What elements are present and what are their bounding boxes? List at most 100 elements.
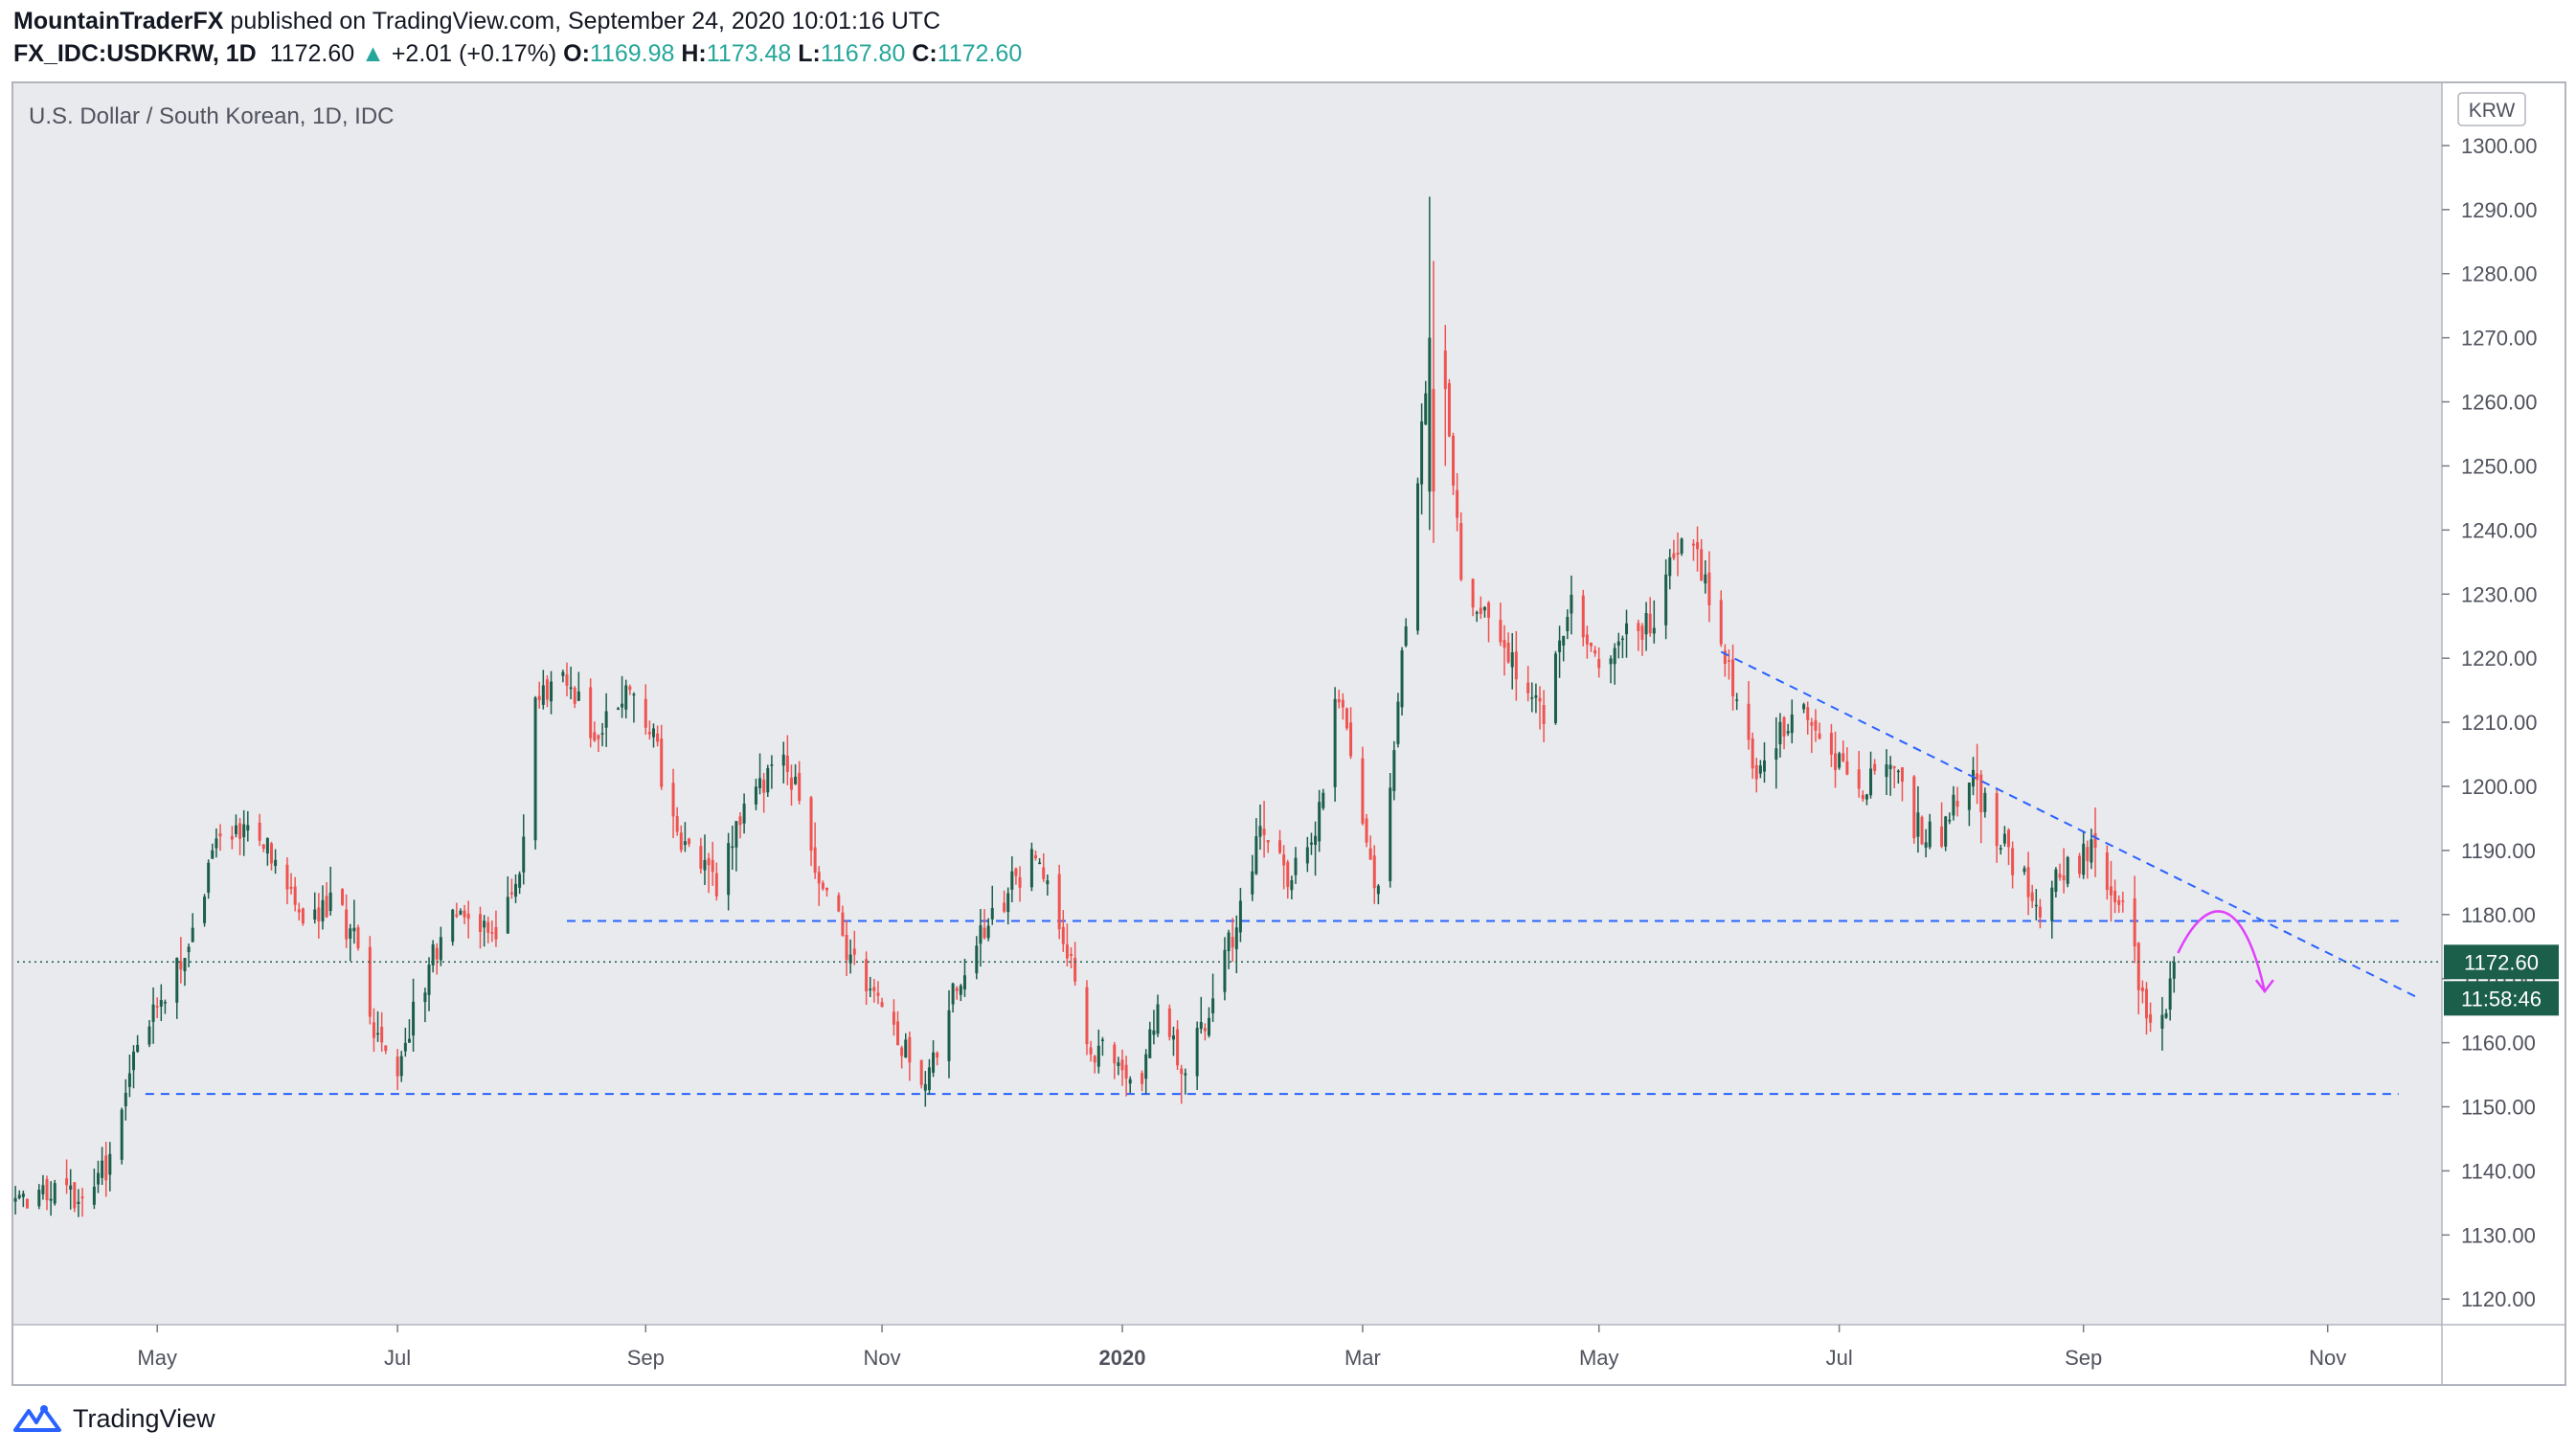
candle (1141, 1070, 1144, 1092)
candle-body (537, 695, 541, 701)
candle (2136, 942, 2140, 1014)
candle-body (738, 816, 742, 826)
candle (1113, 1041, 1117, 1079)
candle (2082, 831, 2086, 879)
candle (1038, 857, 1042, 865)
candle (1806, 701, 1810, 735)
candle-body (25, 1198, 29, 1209)
candle (2109, 860, 2113, 922)
candle (269, 841, 273, 871)
candle-body (1471, 579, 1475, 608)
candle-body (2038, 906, 2042, 918)
candle (825, 887, 828, 897)
candle-body (341, 889, 345, 905)
candle-body (1096, 1045, 1100, 1067)
footer-brand[interactable]: TradingView (73, 1403, 215, 1433)
candle (293, 876, 297, 912)
candle-body (1003, 902, 1006, 912)
candle-body (644, 698, 647, 728)
candle (927, 1058, 931, 1095)
candle (53, 1179, 56, 1206)
candle-body (1912, 776, 1916, 839)
candle (1314, 821, 1318, 876)
candle (541, 670, 545, 710)
candle-body (1475, 612, 1479, 614)
candle-body (1534, 695, 1538, 698)
candle (1266, 840, 1270, 853)
candle (1976, 743, 1979, 805)
candle-body (1696, 542, 1700, 550)
candle (1668, 549, 1672, 590)
candle-body (1538, 697, 1542, 702)
candle (1294, 847, 1298, 884)
candle-body (742, 804, 746, 824)
candle (1758, 760, 1762, 779)
candle (675, 807, 679, 836)
candle-body (463, 910, 466, 918)
candle-body (1857, 769, 1861, 789)
candle-body (1113, 1044, 1117, 1064)
tradingview-logo-icon[interactable] (13, 1401, 63, 1436)
candle (699, 837, 703, 874)
candle (486, 916, 490, 943)
candle-body (1432, 389, 1435, 492)
candle-body (147, 1026, 151, 1045)
currency-badge-box[interactable] (2457, 92, 2526, 126)
author-name[interactable]: MountainTraderFX (13, 8, 224, 34)
candle-body (423, 992, 427, 1003)
x-tick-label: Mar (1344, 1346, 1381, 1370)
candle-body (1479, 607, 1482, 614)
projection-curve[interactable] (2177, 910, 2267, 992)
candle (274, 849, 278, 875)
candle-body (1333, 698, 1337, 787)
candle-body (159, 1000, 163, 1007)
candle-body (1790, 714, 1794, 734)
footer: TradingView (13, 1401, 215, 1436)
candle-body (2113, 890, 2117, 903)
candle-body (506, 897, 509, 934)
candle-body (1999, 848, 2002, 851)
candle-body (1562, 635, 1566, 646)
candle-body (983, 927, 986, 939)
downtrend-line[interactable] (1720, 650, 2419, 999)
candle-body (1238, 900, 1242, 933)
candle-body (1286, 862, 1290, 888)
candle-body (990, 908, 994, 920)
candle-body (770, 764, 774, 766)
candle-body (671, 783, 675, 817)
candle (439, 926, 442, 966)
candle (2160, 996, 2164, 1051)
chart-container[interactable]: 1120.001130.001140.001150.001160.001170.… (10, 81, 2566, 1386)
symbol-name[interactable]: FX_IDC:USDKRW, 1D (13, 40, 257, 67)
candle (1416, 477, 1420, 635)
y-tick-label: 1150.00 (2461, 1096, 2536, 1120)
candle (1124, 1056, 1128, 1097)
candle (1888, 756, 1892, 796)
candle (1006, 887, 1010, 925)
candle-body (384, 1045, 388, 1052)
candle-body (1029, 849, 1033, 888)
candle (372, 1008, 375, 1053)
candle-body (1148, 1029, 1152, 1058)
candle (297, 902, 301, 920)
candle (1589, 642, 1593, 652)
candle-body (1944, 816, 1948, 847)
currency-badge[interactable]: KRW (2469, 100, 2516, 122)
candle-body (1838, 753, 1842, 768)
candle (872, 979, 876, 1003)
y-tick-label: 1230.00 (2461, 582, 2538, 606)
candle (1396, 693, 1400, 748)
candle (817, 866, 821, 906)
price-chart[interactable]: 1120.001130.001140.001150.001160.001170.… (10, 81, 2566, 1386)
candle-body (865, 959, 869, 992)
candle-body (265, 837, 269, 854)
candle-body (1349, 722, 1353, 757)
candle-body (533, 697, 537, 841)
candle (1979, 770, 1983, 844)
candle (2090, 829, 2093, 870)
candle (1503, 625, 1506, 676)
candle (1664, 558, 1668, 640)
candle (1333, 687, 1337, 802)
candle-body (518, 874, 522, 888)
candle (2172, 956, 2176, 993)
